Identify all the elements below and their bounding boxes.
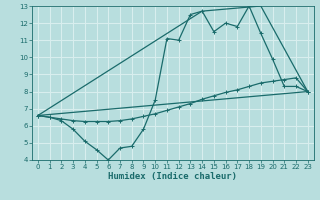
X-axis label: Humidex (Indice chaleur): Humidex (Indice chaleur) [108, 172, 237, 181]
